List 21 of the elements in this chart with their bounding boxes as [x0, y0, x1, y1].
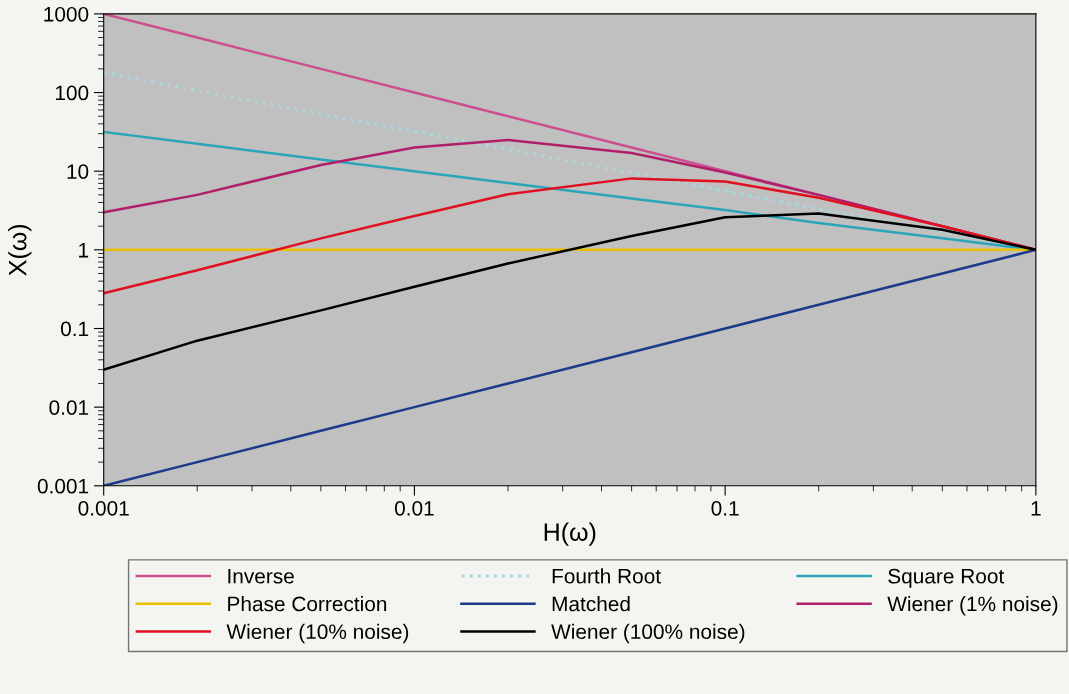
legend-label: Matched: [552, 596, 630, 612]
legend-label: Fourth Root: [552, 568, 661, 584]
x-axis-title: H(ω): [544, 522, 596, 546]
y-tick-label: 0.01: [49, 400, 89, 415]
y-tick-label: 10: [67, 164, 89, 179]
legend-label: Inverse: [228, 569, 294, 584]
y-tick-label: 0.1: [60, 321, 89, 337]
x-tick-label: 0.001: [78, 500, 129, 516]
y-tick-label: 100: [55, 85, 89, 101]
y-tick-label: 1: [79, 243, 89, 258]
legend-label: Square Root: [888, 568, 1005, 588]
legend-label: Wiener (100% noise): [551, 623, 745, 644]
x-tick-label: 0.1: [711, 500, 739, 516]
y-tick-label: 1000: [44, 6, 89, 22]
legend-label: Wiener (10% noise): [226, 623, 409, 644]
legend-label: Wiener (1% noise): [887, 596, 1058, 616]
x-tick-label: 0.01: [394, 500, 434, 516]
x-tick-label: 1: [1031, 501, 1041, 516]
y-tick-label: 0.001: [37, 478, 89, 494]
y-axis-title: X(ω): [8, 224, 32, 276]
legend-label: Phase Correction: [228, 596, 387, 612]
